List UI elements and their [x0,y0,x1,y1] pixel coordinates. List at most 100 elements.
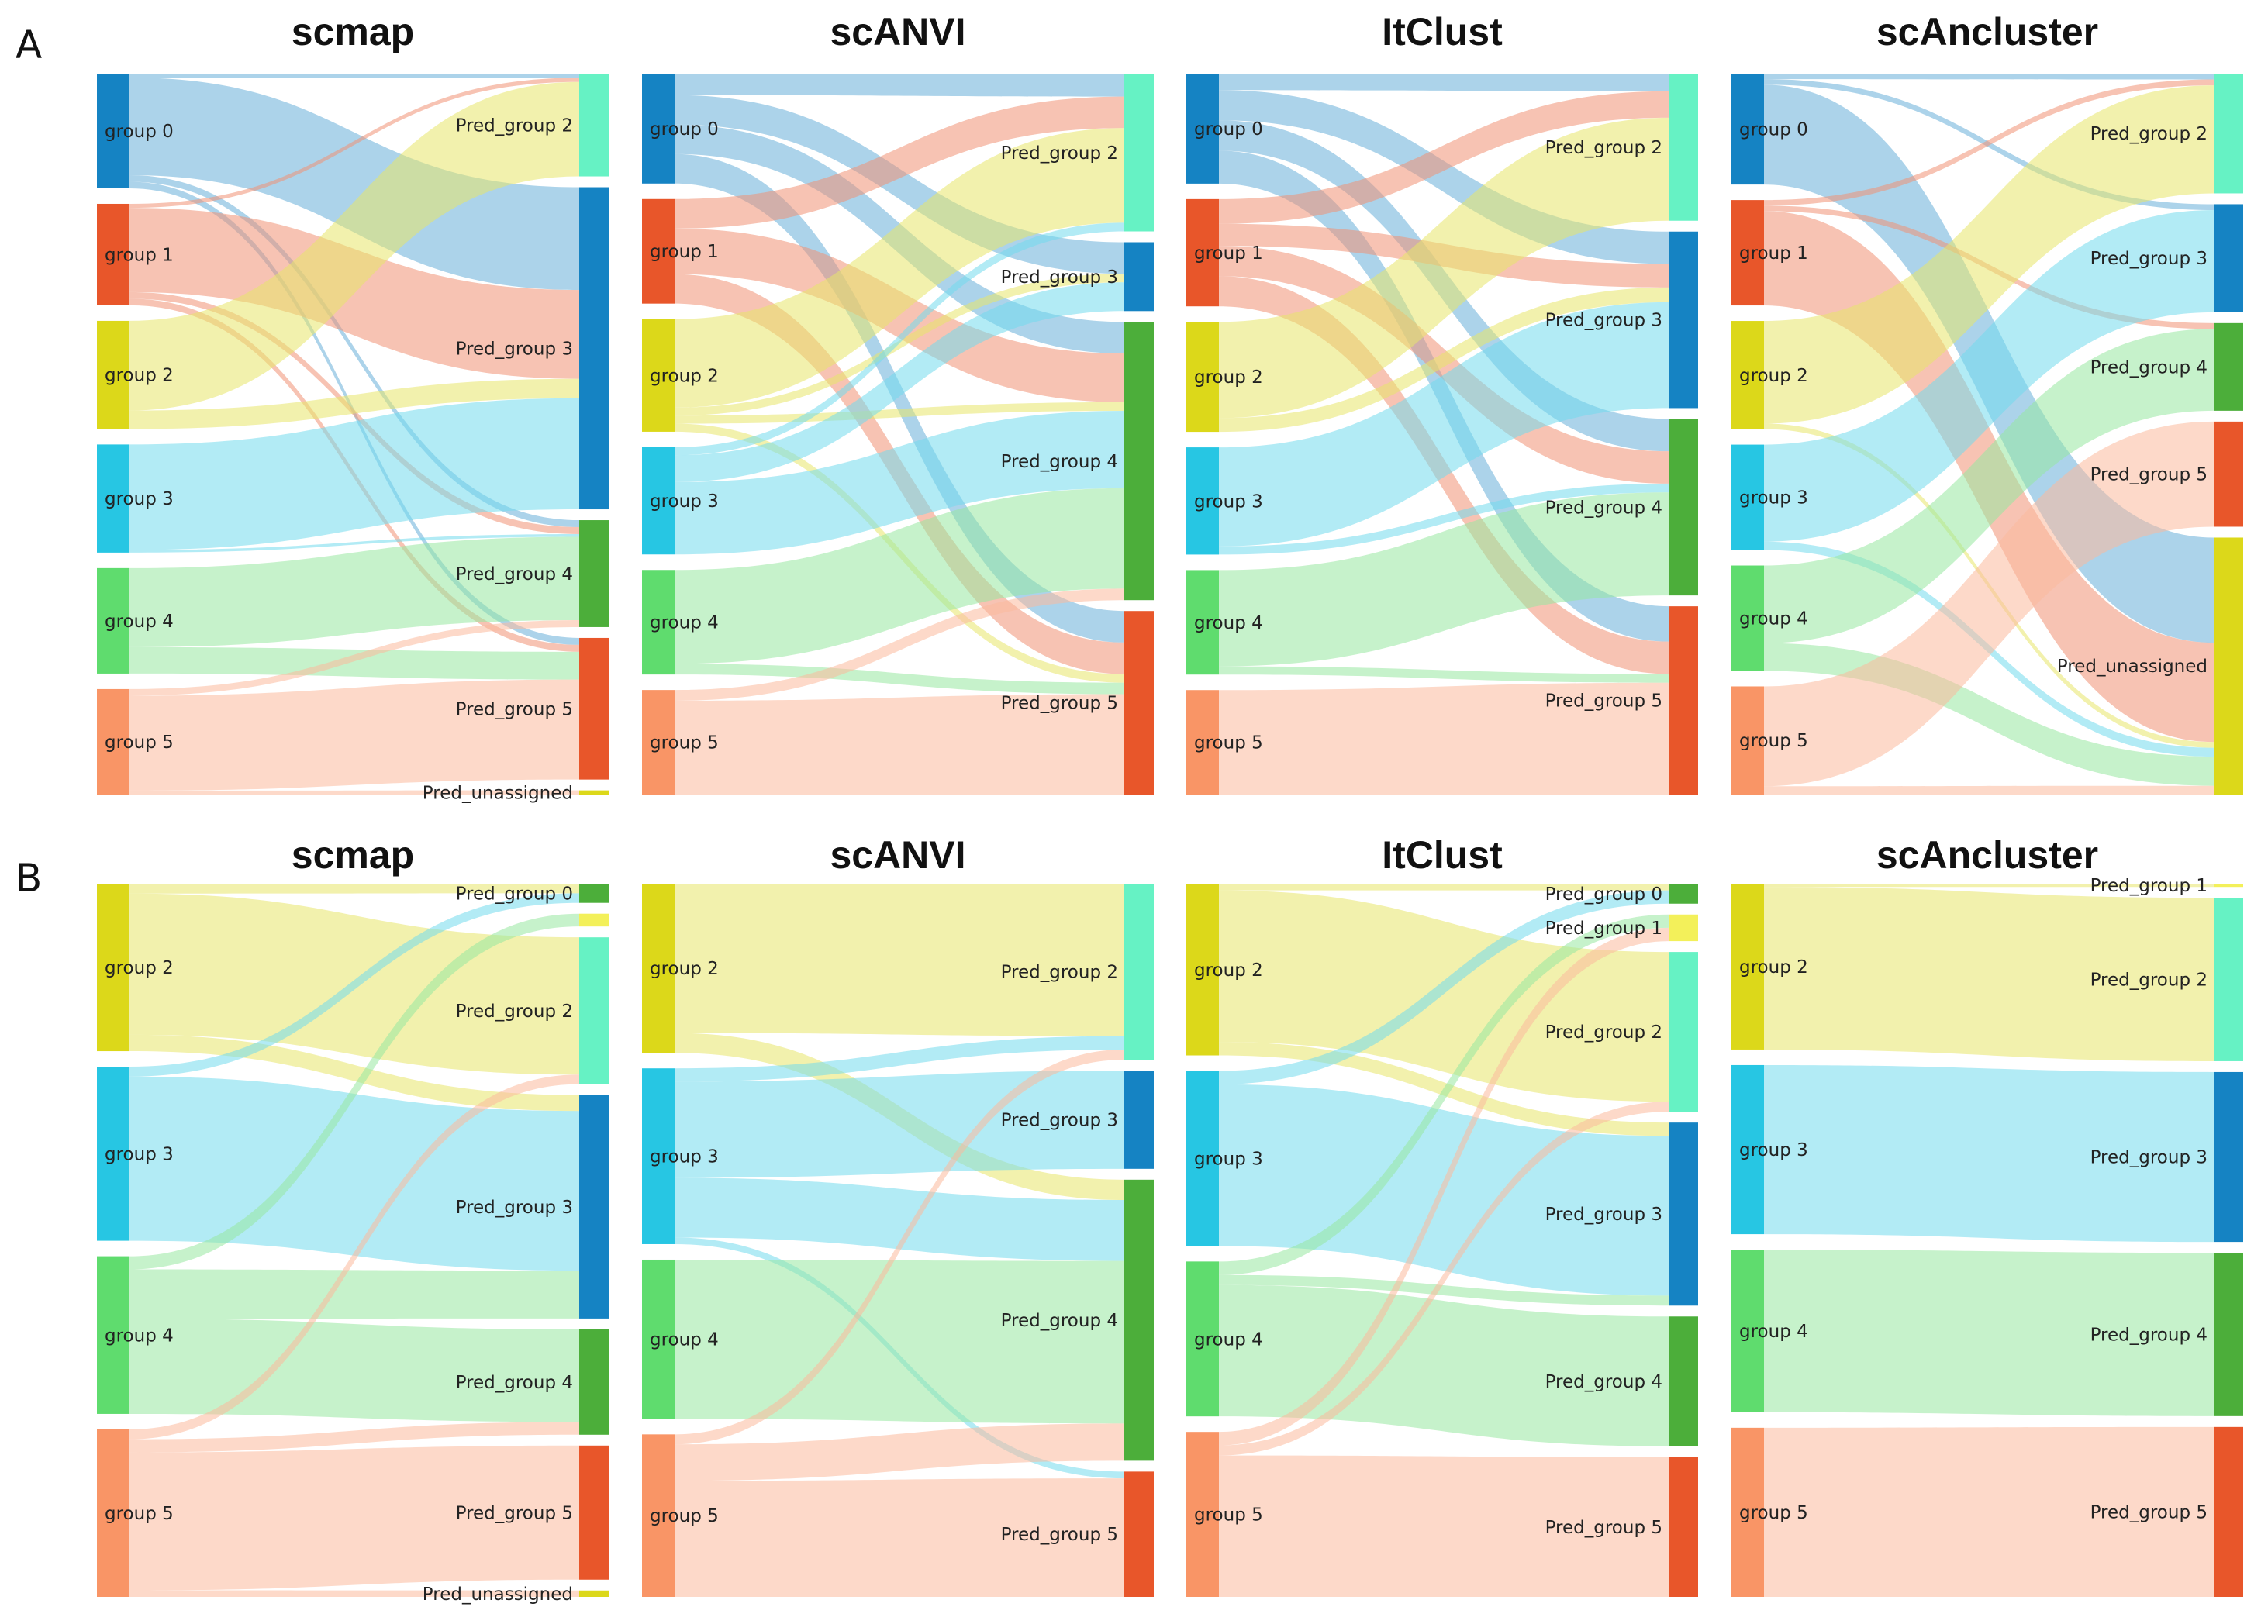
source-node [1186,884,1219,1056]
source-node [642,1434,675,1597]
source-node-label: group 2 [1194,367,1263,388]
source-node-label: group 2 [650,366,719,386]
source-node [1186,570,1219,675]
flow-link [1219,890,1669,1084]
target-node-label: Pred_group 0 [456,884,573,904]
target-node [579,937,609,1084]
target-node-label: Pred_group 4 [2090,357,2208,378]
target-node-label: Pred_group 5 [456,699,573,719]
flow-links [1764,74,2214,795]
source-node-label: group 2 [1739,957,1808,978]
target-node [2214,1253,2243,1416]
flow-link [129,74,579,78]
source-node-label: group 1 [1739,243,1808,264]
source-node-label: group 3 [1739,488,1808,509]
flow-link [1764,79,2214,206]
source-node [642,1259,675,1419]
target-node-label: Pred_group 4 [456,1373,573,1393]
sankey-chart: ItClust group 0 group 1 group 2 group 3 group… [1186,10,1698,795]
target-node [579,790,609,795]
source-node [1731,200,1764,306]
source-node [1186,198,1219,307]
target-node-label: Pred_group 2 [1001,143,1118,164]
flow-link [675,222,1124,456]
chart-title: scANVI [830,10,965,53]
flow-link [1219,287,1669,433]
source-node-label: group 5 [1194,733,1263,753]
target-node-label: Pred_group 5 [1545,1518,1662,1538]
source-node [97,884,129,1052]
source-node-label: group 4 [105,612,174,632]
source-node [642,570,675,675]
target-node [1669,1122,1698,1306]
source-node [97,567,129,674]
source-node [1731,1427,1764,1597]
panel-letter: B [16,856,42,901]
source-node-label: group 3 [1739,1140,1808,1160]
source-node [1186,1432,1219,1597]
flow-link [129,81,579,411]
flow-link [1764,209,2214,542]
target-node [1124,322,1154,601]
flow-link [675,1423,1124,1481]
source-node [1186,1261,1219,1417]
target-node [1669,1316,1698,1446]
target-node [579,913,609,927]
target-node [579,74,609,177]
source-node-label: group 4 [1739,609,1808,629]
target-node-label: Pred_group 5 [1545,691,1662,712]
source-node [1731,565,1764,671]
flow-link [1764,1064,2214,1243]
flow-link [129,913,579,1270]
target-node-label: Pred_group 5 [1001,694,1118,714]
source-node [1186,74,1219,184]
target-node-label: Pred_group 5 [2090,1502,2208,1522]
target-node [1669,952,1698,1112]
target-node-label: Pred_group 4 [1545,498,1662,518]
source-node-label: group 2 [105,366,174,386]
source-node-label: group 5 [650,733,719,753]
flow-link [1219,666,1669,683]
source-node-label: group 1 [650,242,719,262]
source-node-label: group 2 [1194,960,1263,981]
source-node-label: group 4 [105,1326,174,1346]
source-node [1186,1071,1219,1246]
source-node [1186,690,1219,795]
source-node [1731,1064,1764,1235]
flow-link [675,411,1124,555]
flow-link [1764,85,2214,424]
flow-link [1219,1455,1669,1597]
flow-links [129,74,579,795]
target-node [2214,898,2243,1061]
target-node-label: Pred_group 4 [1545,1372,1662,1392]
source-node-label: group 3 [105,1144,174,1164]
target-node-label: Pred_unassigned [423,1584,573,1605]
target-node-label: Pred_group 5 [2090,465,2208,485]
source-node-label: group 0 [105,122,174,142]
flow-link [129,1319,579,1422]
flow-link [1219,117,1669,419]
source-node-label: group 2 [1739,366,1808,386]
target-node [1669,74,1698,221]
source-node [642,690,675,795]
target-node [579,1590,609,1597]
source-node [1731,321,1764,429]
target-node [1669,231,1698,409]
flow-link [675,884,1124,1036]
flow-link [1219,884,1669,891]
flow-link [129,679,579,791]
target-node-label: Pred_group 3 [2090,1148,2208,1168]
flow-link [1219,1284,1669,1446]
source-node-label: group 3 [650,491,719,512]
sankey-chart: scANVI group 2 group 3 group 4 group 5 Pred_g… [642,833,1154,1597]
chart-title: scAncluster [1876,10,2098,53]
source-node-label: group 5 [105,733,174,753]
flow-link [675,282,1124,482]
target-node-label: Pred_group 4 [456,564,573,584]
target-node-label: Pred_group 2 [456,116,573,136]
source-node-label: group 0 [1194,119,1263,140]
chart-title: ItClust [1382,833,1503,877]
flow-link [1219,302,1669,547]
source-node [97,203,129,305]
